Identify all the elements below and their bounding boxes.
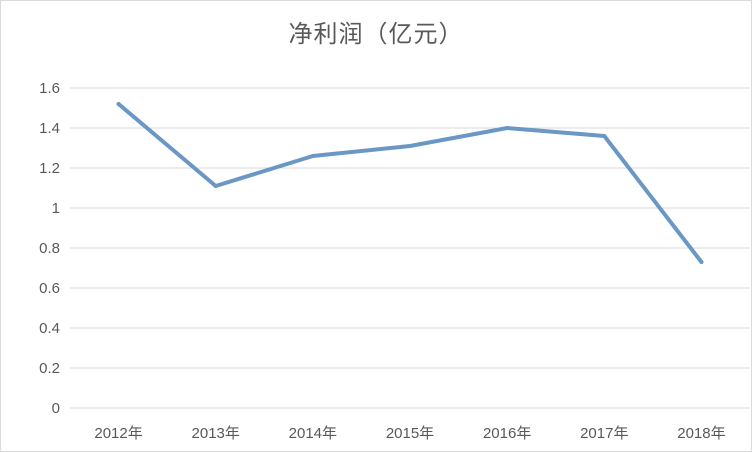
x-tick-label: 2014年 bbox=[289, 425, 337, 442]
data-point bbox=[310, 154, 315, 158]
x-axis-tick-labels: 2012年 2013年 2014年 2015年 2016年 2017年 2018年 bbox=[94, 425, 725, 442]
data-point bbox=[408, 144, 412, 148]
y-axis-tick-labels: 0 0.2 0.4 0.6 0.8 1 1.2 1.4 1.6 bbox=[39, 80, 60, 417]
data-point bbox=[699, 260, 704, 264]
y-tick-label: 0.6 bbox=[39, 280, 60, 297]
y-tick-label: 0.2 bbox=[39, 360, 60, 377]
x-tick-label: 2015年 bbox=[386, 425, 434, 442]
x-tick-label: 2013年 bbox=[192, 425, 240, 442]
data-point bbox=[602, 134, 607, 138]
data-point bbox=[116, 102, 121, 106]
data-point bbox=[505, 126, 510, 130]
chart-title: 净利润（亿元） bbox=[288, 20, 464, 48]
y-tick-label: 1.4 bbox=[39, 120, 60, 137]
x-tick-label: 2018年 bbox=[677, 425, 725, 442]
x-tick-label: 2017年 bbox=[580, 425, 628, 442]
y-tick-label: 0.8 bbox=[39, 240, 60, 257]
x-tick-label: 2012年 bbox=[94, 425, 142, 442]
y-tick-label: 1.6 bbox=[39, 80, 60, 97]
gridlines bbox=[70, 87, 750, 409]
series-layer bbox=[116, 102, 704, 264]
data-point bbox=[213, 184, 218, 188]
x-tick-label: 2016年 bbox=[483, 425, 531, 442]
y-tick-label: 0.4 bbox=[39, 320, 60, 337]
y-tick-label: 1.2 bbox=[39, 160, 60, 177]
y-tick-label: 1 bbox=[52, 200, 60, 217]
y-tick-label: 0 bbox=[52, 400, 60, 417]
